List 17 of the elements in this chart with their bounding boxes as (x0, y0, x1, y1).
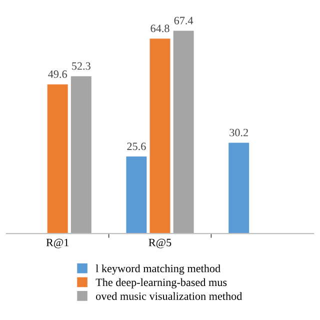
x-tick-label: R@5 (148, 238, 172, 248)
x-tick-label: R@1 (46, 238, 69, 248)
bar (126, 156, 147, 234)
legend-label: l keyword matching method (96, 264, 220, 275)
legend-label: The deep-learning-based mus (96, 278, 227, 288)
bar (228, 142, 250, 234)
bar (70, 76, 92, 234)
legend-label: oved music visualization method (96, 292, 242, 300)
data-label: 64.8 (150, 24, 170, 32)
data-label: 67.4 (174, 16, 194, 24)
bar (173, 30, 194, 234)
data-label: 49.6 (48, 70, 67, 78)
bar (150, 38, 170, 234)
data-label: 30.2 (230, 128, 248, 136)
data-label: 25.6 (127, 142, 146, 150)
bar (47, 84, 68, 234)
data-label: 52.3 (72, 62, 90, 70)
